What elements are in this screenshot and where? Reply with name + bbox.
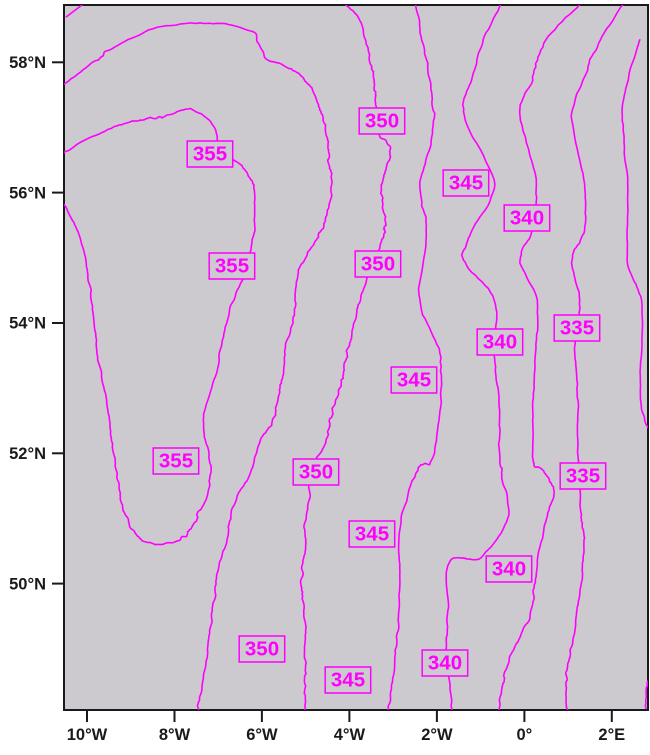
svg-text:345: 345	[397, 369, 431, 392]
svg-text:56°N: 56°N	[9, 184, 46, 202]
svg-text:58°N: 58°N	[9, 54, 46, 72]
svg-text:4°W: 4°W	[334, 726, 366, 744]
svg-text:54°N: 54°N	[9, 315, 46, 333]
svg-text:2°E: 2°E	[598, 726, 625, 744]
svg-text:345: 345	[355, 523, 389, 546]
svg-text:6°W: 6°W	[246, 726, 278, 744]
svg-text:350: 350	[365, 110, 399, 133]
svg-text:50°N: 50°N	[9, 575, 46, 593]
svg-text:345: 345	[449, 172, 483, 195]
svg-text:2°W: 2°W	[421, 726, 453, 744]
svg-text:350: 350	[299, 461, 333, 484]
svg-text:10°W: 10°W	[67, 726, 108, 744]
svg-text:340: 340	[428, 652, 462, 675]
svg-text:0°: 0°	[517, 726, 533, 744]
svg-text:355: 355	[215, 255, 249, 278]
svg-text:335: 335	[560, 317, 594, 340]
svg-text:340: 340	[483, 331, 517, 354]
svg-text:345: 345	[331, 669, 365, 692]
svg-text:355: 355	[159, 450, 193, 473]
svg-text:8°W: 8°W	[159, 726, 191, 744]
svg-text:52°N: 52°N	[9, 445, 46, 463]
svg-text:350: 350	[245, 638, 279, 661]
svg-text:335: 335	[566, 465, 600, 488]
svg-text:355: 355	[193, 143, 227, 166]
svg-text:350: 350	[361, 253, 395, 276]
svg-text:340: 340	[492, 558, 526, 581]
svg-text:340: 340	[510, 207, 544, 230]
